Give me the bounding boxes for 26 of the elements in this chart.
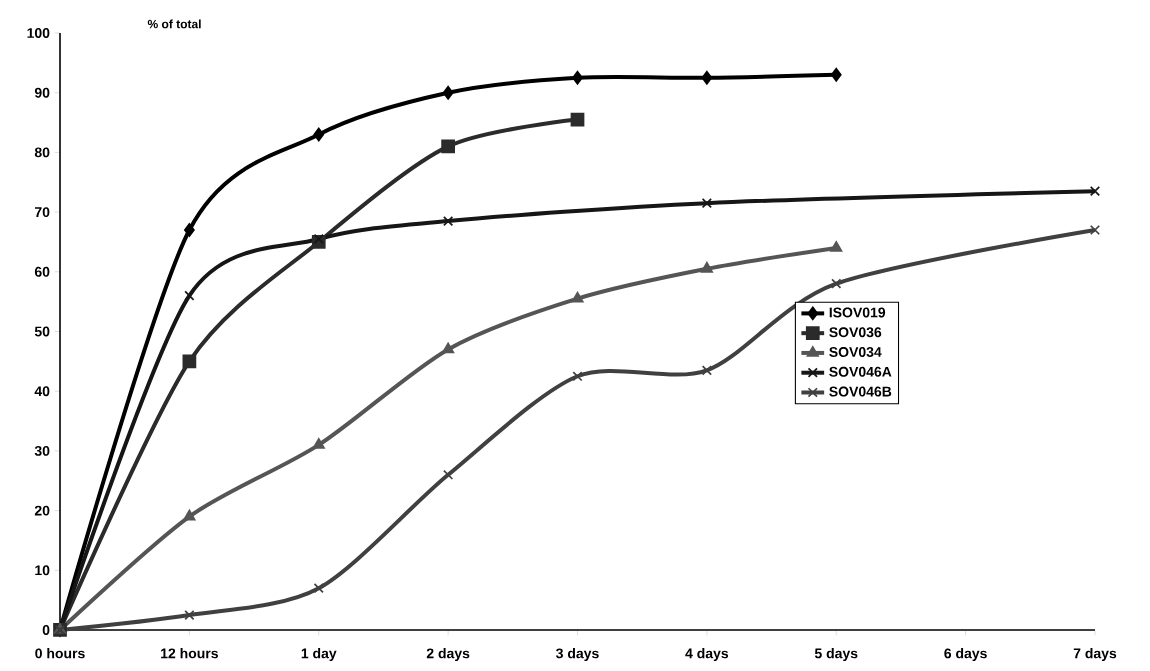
legend-label: SOV046B (829, 386, 892, 397)
x-tick-label: 1 day (301, 648, 337, 662)
x-tick-label: 12 hours (161, 648, 218, 659)
legend-label: ISOV019 (829, 307, 886, 318)
x-tick-label: 7 days (1073, 648, 1117, 662)
x-tick-label: 0 hours (35, 648, 85, 659)
y-tick-label: 10 (35, 565, 50, 576)
y-tick-label: 0 (42, 625, 50, 635)
y-tick-label: 20 (34, 505, 50, 516)
x-tick-label: 6 days (944, 648, 987, 662)
x-tick-label: 5 days (814, 648, 858, 662)
y-tick-label: 30 (34, 445, 50, 456)
y-tick-label: 40 (34, 386, 50, 397)
x-tick-label: 4 days (685, 648, 729, 662)
y-tick-label: 90 (34, 87, 50, 98)
x-tick-label: 2 days (426, 648, 470, 662)
y-tick-label: 80 (34, 147, 50, 158)
x-tick-label: 3 days (556, 648, 599, 662)
y-tick-label: 60 (34, 266, 50, 277)
legend-label: SOV046A (829, 366, 892, 377)
legend-label: SOV034 (829, 347, 882, 357)
y-tick-label: 70 (35, 207, 50, 218)
legend-label: SOV036 (829, 327, 882, 338)
y-tick-label: 50 (34, 326, 50, 337)
y-tick-label: 100 (27, 28, 50, 38)
y-axis-title: % of total (147, 19, 201, 29)
